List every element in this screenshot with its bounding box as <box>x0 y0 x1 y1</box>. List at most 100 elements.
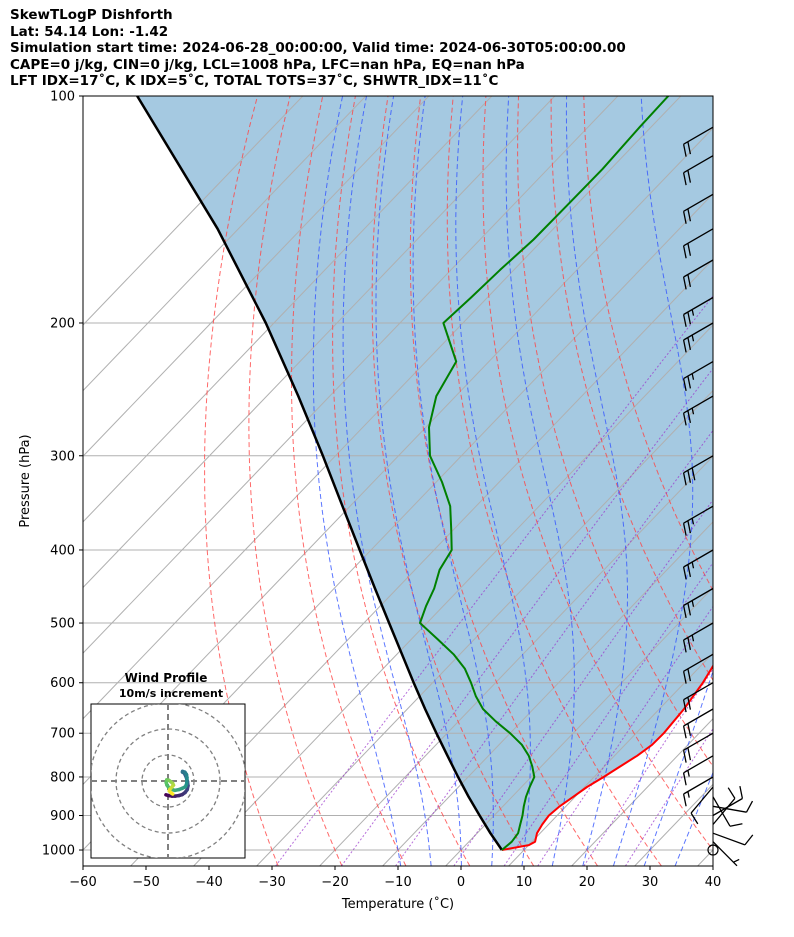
moist-adiabat-line <box>643 669 713 866</box>
wind-barbs <box>682 126 754 867</box>
wind-barb <box>682 549 714 580</box>
x-axis-label: Temperature (˚C) <box>341 896 454 912</box>
isotherm-line <box>83 96 493 523</box>
y-tick-label: 700 <box>50 727 75 742</box>
mixing-ratio-line <box>340 367 713 866</box>
isotherm-line <box>83 96 430 457</box>
x-tick-label: 40 <box>705 875 722 890</box>
axes: −60 −50 −40 −30 −20 −10 0 10 20 30 40 1000 900 800 700… <box>42 90 721 891</box>
dewpoint-profile-line <box>419 96 670 851</box>
wind-barb <box>682 228 714 259</box>
hodograph-subtitle: 10m/s increment <box>119 687 223 700</box>
y-tick-label: 900 <box>50 809 75 824</box>
x-tick-label: −20 <box>321 875 348 890</box>
profile-curves <box>136 96 713 851</box>
wind-barb <box>682 708 714 739</box>
wind-barb <box>682 126 714 157</box>
mixing-ratio-line <box>395 429 713 866</box>
temperature-profile-line <box>501 664 713 851</box>
y-axis-label: Pressure (hPa) <box>18 434 33 527</box>
wind-barb <box>682 155 714 186</box>
cin-shaded-area <box>137 96 713 850</box>
y-tick-label: 300 <box>50 449 75 464</box>
hodograph-trace-segment <box>169 791 175 796</box>
mixing-ratio-line <box>537 605 713 866</box>
wind-barb <box>682 682 714 713</box>
isotherm-line <box>83 96 304 326</box>
isotherm-line <box>193 324 713 866</box>
mixing-ratio-line <box>503 561 713 866</box>
dry-adiabat-line <box>248 96 343 866</box>
wind-barb <box>682 361 714 392</box>
moist-adiabat-line <box>375 96 462 866</box>
isotherm-line <box>256 389 713 866</box>
wind-barb <box>682 296 714 327</box>
wind-barb <box>690 786 714 825</box>
isotherm-line <box>508 652 713 866</box>
x-tick-label: −40 <box>195 875 222 890</box>
x-tick-label: 0 <box>457 875 465 890</box>
station-coordinates: Lat: 54.14 Lon: -1.42 <box>10 23 169 40</box>
hodograph-inset <box>90 703 246 859</box>
wind-barb <box>682 622 714 653</box>
y-tick-label: 1000 <box>42 844 75 859</box>
moist-adiabat-line <box>674 771 713 866</box>
wind-barb <box>712 841 740 867</box>
stability-indices: LFT IDX=17˚C, K IDX=5˚C, TOTAL TOTS=37˚C… <box>10 73 499 89</box>
simulation-times: Simulation start time: 2024-06-28_00:00:… <box>10 40 626 56</box>
wind-barb <box>682 322 714 353</box>
x-tick-label: −50 <box>132 875 159 890</box>
wind-barb <box>712 796 743 827</box>
dry-adiabat-line <box>204 96 279 866</box>
wind-barb <box>682 776 714 807</box>
isotherm-line <box>83 96 619 654</box>
x-tick-label: −60 <box>69 875 96 890</box>
y-tick-label: 400 <box>50 543 75 558</box>
y-tick-label: 800 <box>50 770 75 785</box>
isotherm-line <box>83 96 367 392</box>
moist-adiabat-line <box>612 96 694 866</box>
wind-barb <box>712 832 754 846</box>
wind-barb <box>682 259 714 290</box>
dry-adiabat-line <box>517 96 713 768</box>
y-tick-label: 100 <box>50 90 75 105</box>
moist-adiabat-line <box>312 96 402 866</box>
background-lines <box>83 96 713 866</box>
isotherm-line <box>83 96 682 720</box>
wind-barb <box>682 193 714 224</box>
wind-barb <box>682 505 714 536</box>
isotherm-line <box>571 718 713 866</box>
cape-cin-shading <box>137 96 713 850</box>
x-tick-label: −30 <box>258 875 285 890</box>
moist-adiabat-line <box>565 96 628 866</box>
dry-adiabat-line <box>409 96 599 866</box>
moist-adiabat-line <box>412 96 494 866</box>
dry-adiabat-line <box>332 96 471 866</box>
dry-adiabat-line <box>446 96 662 866</box>
hodograph-title: Wind Profile <box>125 671 208 685</box>
isotherm-line <box>83 96 556 589</box>
x-tick-label: −10 <box>384 875 411 890</box>
wind-barb <box>712 785 744 817</box>
x-tick-label: 30 <box>642 875 659 890</box>
dry-adiabat-line <box>482 96 713 851</box>
parcel-profile-line <box>136 96 503 851</box>
y-tick-label: 200 <box>50 316 75 331</box>
dry-adiabat-line <box>371 96 535 866</box>
dry-adiabat-line <box>290 96 407 866</box>
moist-adiabat-line <box>455 96 531 866</box>
wind-barb <box>682 732 714 763</box>
x-tick-label: 20 <box>579 875 596 890</box>
mixing-ratio-line <box>453 499 713 866</box>
moist-adiabat-line <box>342 96 432 866</box>
station-title: SkewTLogP Dishforth <box>10 7 173 23</box>
isotherm-line <box>445 586 713 866</box>
x-tick-label: 10 <box>516 875 533 890</box>
wind-barb <box>682 755 714 786</box>
stability-parameters: CAPE=0 j/kg, CIN=0 j/kg, LCL=1008 hPa, L… <box>10 56 525 73</box>
wind-barb <box>682 395 714 426</box>
chart-header: SkewTLogP Dishforth Lat: 54.14 Lon: -1.4… <box>10 7 626 90</box>
wind-barb <box>712 787 736 825</box>
wind-barb <box>682 653 714 684</box>
